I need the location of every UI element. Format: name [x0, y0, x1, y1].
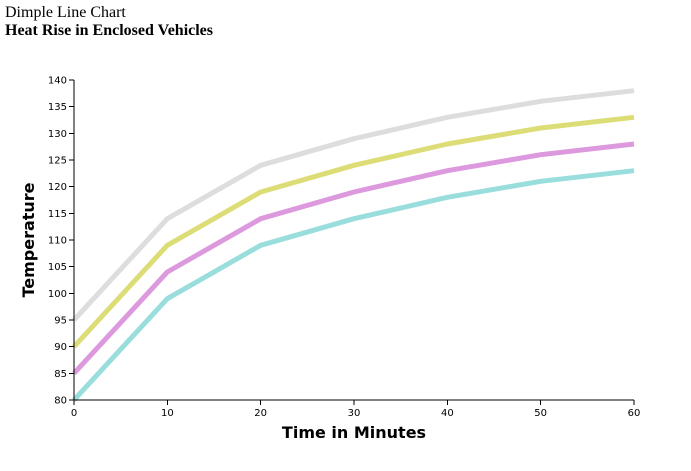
y-tick-label-1: 85: [54, 369, 67, 380]
y-tick-label-10: 130: [48, 129, 67, 140]
x-tick-label-6: 60: [628, 408, 641, 419]
y-tick-label-0: 80: [54, 396, 67, 407]
page-title: Dimple Line Chart: [5, 4, 126, 21]
x-tick-label-3: 30: [348, 408, 361, 419]
y-tick-label-6: 110: [48, 236, 67, 247]
x-tick-label-0: 0: [71, 408, 77, 419]
series-line-2: [72, 141, 635, 375]
x-tick-label-1: 10: [161, 408, 174, 419]
y-tick-label-7: 115: [48, 209, 67, 220]
x-axis-title: Time in Minutes: [282, 423, 426, 442]
series-line-0: [72, 88, 635, 322]
x-tick-label-2: 20: [254, 408, 267, 419]
y-tick-label-11: 135: [48, 102, 67, 113]
y-tick-label-8: 120: [48, 182, 67, 193]
series-line-3: [72, 168, 635, 402]
y-tick-label-9: 125: [48, 156, 67, 167]
x-tick-label-4: 40: [441, 408, 454, 419]
y-tick-label-4: 100: [48, 289, 67, 300]
x-tick-label-5: 50: [534, 408, 547, 419]
page-header: Dimple Line Chart Heat Rise in Enclosed …: [5, 4, 213, 40]
y-tick-label-3: 95: [54, 316, 67, 327]
y-axis: 80 85 90 95 100 105 110 115 120 125 130 135 140: [48, 76, 75, 407]
series-layer: [72, 88, 635, 402]
y-tick-label-5: 105: [48, 262, 67, 273]
series-line-1: [72, 114, 635, 349]
y-tick-label-2: 90: [54, 342, 67, 353]
y-axis-title: Temperature: [19, 182, 38, 297]
y-tick-label-12: 140: [48, 76, 67, 87]
x-axis: 0 10 20 30 40 50 60: [71, 399, 641, 419]
chart-title: Heat Rise in Enclosed Vehicles: [5, 22, 214, 39]
